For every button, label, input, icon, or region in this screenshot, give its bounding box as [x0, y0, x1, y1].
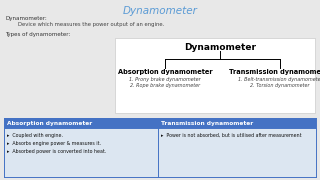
Text: Device which measures the power output of an engine.: Device which measures the power output o…: [18, 22, 164, 27]
Text: Types of dynamometer:: Types of dynamometer:: [5, 32, 70, 37]
Text: 2. Torsion dynamometer: 2. Torsion dynamometer: [250, 83, 310, 88]
Text: ▸  Absorbs engine power & measures it.: ▸ Absorbs engine power & measures it.: [7, 141, 101, 146]
Bar: [4, 118, 158, 128]
Bar: [158, 128, 316, 177]
Bar: [4, 128, 158, 177]
Text: Absorption dynamometer: Absorption dynamometer: [118, 69, 212, 75]
Text: Dynamometer: Dynamometer: [123, 6, 197, 16]
Text: 1. Prony brake dynamometer: 1. Prony brake dynamometer: [129, 77, 201, 82]
Text: Dynamometer: Dynamometer: [184, 43, 256, 52]
Text: Transmission dynamometer: Transmission dynamometer: [228, 69, 320, 75]
Text: Dynamometer:: Dynamometer:: [5, 16, 47, 21]
Bar: [158, 118, 316, 128]
FancyBboxPatch shape: [115, 38, 315, 113]
Text: Transmission dynamometer: Transmission dynamometer: [161, 120, 253, 125]
Text: ▸  Absorbed power is converted into heat.: ▸ Absorbed power is converted into heat.: [7, 149, 106, 154]
Text: ▸  Coupled with engine.: ▸ Coupled with engine.: [7, 133, 63, 138]
Text: 2. Rope brake dynamometer: 2. Rope brake dynamometer: [130, 83, 200, 88]
Text: Absorption dynamometer: Absorption dynamometer: [7, 120, 92, 125]
Text: 1. Belt-transmission dynamometer: 1. Belt-transmission dynamometer: [238, 77, 320, 82]
Text: ▸  Power is not absorbed, but is utilised after measurement: ▸ Power is not absorbed, but is utilised…: [161, 133, 302, 138]
